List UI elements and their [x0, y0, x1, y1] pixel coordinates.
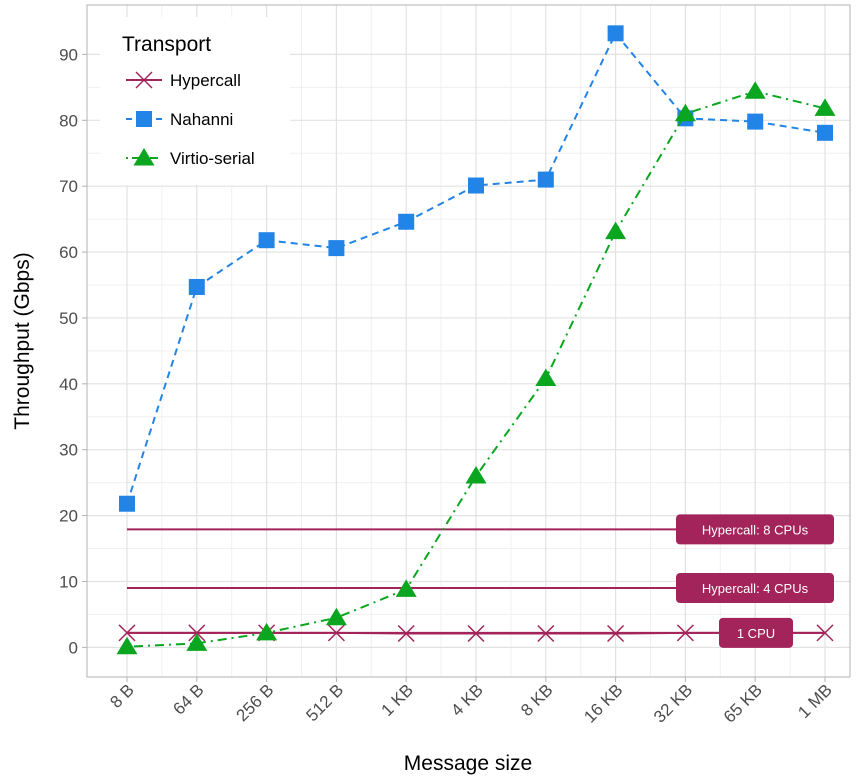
- x-marker-stroke: [135, 71, 153, 89]
- x-marker-stroke: [467, 624, 485, 643]
- x-axis: 8 B 64 B 256 B 512 B 1 KB 4 KB 8 KB 16 KB 32 KB 6…: [106, 677, 836, 727]
- triangle-marker: [744, 81, 766, 99]
- x-marker-stroke: [676, 624, 694, 642]
- x-marker: [467, 624, 485, 643]
- x-marker: [816, 624, 834, 642]
- y-tick-label: 30: [59, 441, 78, 460]
- triangle-marker: [116, 636, 138, 655]
- x-marker: [135, 71, 153, 89]
- reference-labels: Hypercall: 8 CPUs Hypercall: 4 CPUs 1 CPU: [676, 514, 834, 648]
- triangle-marker: [133, 148, 155, 166]
- square-marker: [537, 171, 554, 188]
- y-tick-label: 20: [59, 507, 78, 526]
- series: [116, 25, 836, 655]
- triangle-marker: [605, 221, 627, 240]
- triangle-marker: [325, 607, 347, 626]
- triangle-marker: [814, 98, 836, 116]
- triangle-marker: [256, 622, 278, 641]
- triangle-marker: [535, 368, 557, 387]
- x-tick-label: 32 KB: [650, 680, 696, 726]
- x-marker-stroke: [118, 624, 136, 642]
- square-marker: [398, 213, 415, 230]
- x-marker: [118, 624, 136, 642]
- legend-item: Hypercall: [126, 71, 241, 90]
- x-marker: [188, 624, 206, 642]
- y-tick-label: 10: [59, 572, 78, 591]
- triangle-marker: [674, 103, 696, 122]
- y-tick-label: 80: [59, 111, 78, 130]
- y-axis-title: Throughput (Gbps): [11, 252, 34, 429]
- x-marker-stroke: [816, 624, 834, 642]
- y-tick-label: 0: [69, 638, 78, 657]
- square-marker: [817, 124, 833, 141]
- y-tick-label: 40: [59, 375, 78, 394]
- square-marker: [119, 495, 135, 512]
- series-virtio-serial: [116, 81, 836, 655]
- legend-item: Nahanni: [126, 110, 233, 129]
- series-line: [126, 31, 826, 505]
- y-tick-label: 70: [59, 177, 78, 196]
- y-tick-label: 90: [59, 45, 78, 64]
- reference-label: 1 CPU: [737, 626, 775, 641]
- y-tick-label: 50: [59, 309, 78, 328]
- legend-title: Transport: [122, 33, 211, 56]
- triangle-marker: [186, 633, 208, 651]
- y-axis: 0 10 20 30 40 50 60 70 80 90: [59, 45, 87, 657]
- x-marker: [607, 624, 625, 643]
- x-marker: [327, 624, 345, 642]
- reference-label-box: [676, 514, 834, 545]
- square-marker: [258, 232, 275, 249]
- square-marker: [747, 113, 764, 130]
- x-tick-label: 65 KB: [720, 680, 766, 726]
- square-marker: [328, 240, 345, 257]
- legend-background: [100, 17, 290, 185]
- triangle-marker: [395, 579, 417, 597]
- x-tick-label: 1 MB: [794, 680, 835, 721]
- x-tick-label: 256 B: [233, 680, 278, 725]
- x-tick-label: 8 B: [106, 680, 137, 711]
- square-marker: [188, 278, 205, 295]
- x-marker: [676, 624, 694, 642]
- x-marker: [537, 624, 555, 643]
- reference-label: Hypercall: 4 CPUs: [702, 581, 809, 596]
- square-marker: [468, 177, 484, 194]
- square-marker: [607, 25, 624, 42]
- series-hypercall: [118, 624, 834, 643]
- x-marker-stroke: [327, 624, 345, 642]
- legend-label: Virtio-serial: [170, 149, 255, 168]
- reference-label: Hypercall: 8 CPUs: [702, 522, 809, 537]
- x-marker-stroke: [607, 624, 625, 643]
- x-tick-label: 16 KB: [580, 680, 626, 726]
- x-tick-label: 512 B: [302, 680, 347, 725]
- x-marker-stroke: [537, 624, 555, 643]
- triangle-marker: [465, 466, 487, 484]
- plot-border: [86, 4, 851, 678]
- x-axis-title: Message size: [404, 752, 532, 775]
- legend-label: Hypercall: [170, 71, 241, 90]
- reference-label-box: [676, 573, 834, 604]
- x-marker: [397, 624, 415, 643]
- square-marker: [136, 111, 152, 127]
- x-tick-label: 8 KB: [517, 680, 556, 719]
- y-tick-label: 60: [59, 243, 78, 262]
- reference-label-box: [719, 617, 793, 648]
- x-tick-label: 4 KB: [447, 680, 486, 719]
- x-tick-label: 1 KB: [378, 680, 417, 719]
- x-marker-stroke: [188, 624, 206, 642]
- legend-item: Virtio-serial: [126, 148, 255, 168]
- x-marker-stroke: [397, 624, 415, 643]
- x-tick-label: 64 B: [169, 680, 207, 718]
- legend: Transport Hypercall Nahanni Virtio-serial: [100, 17, 290, 185]
- legend-label: Nahanni: [170, 110, 233, 129]
